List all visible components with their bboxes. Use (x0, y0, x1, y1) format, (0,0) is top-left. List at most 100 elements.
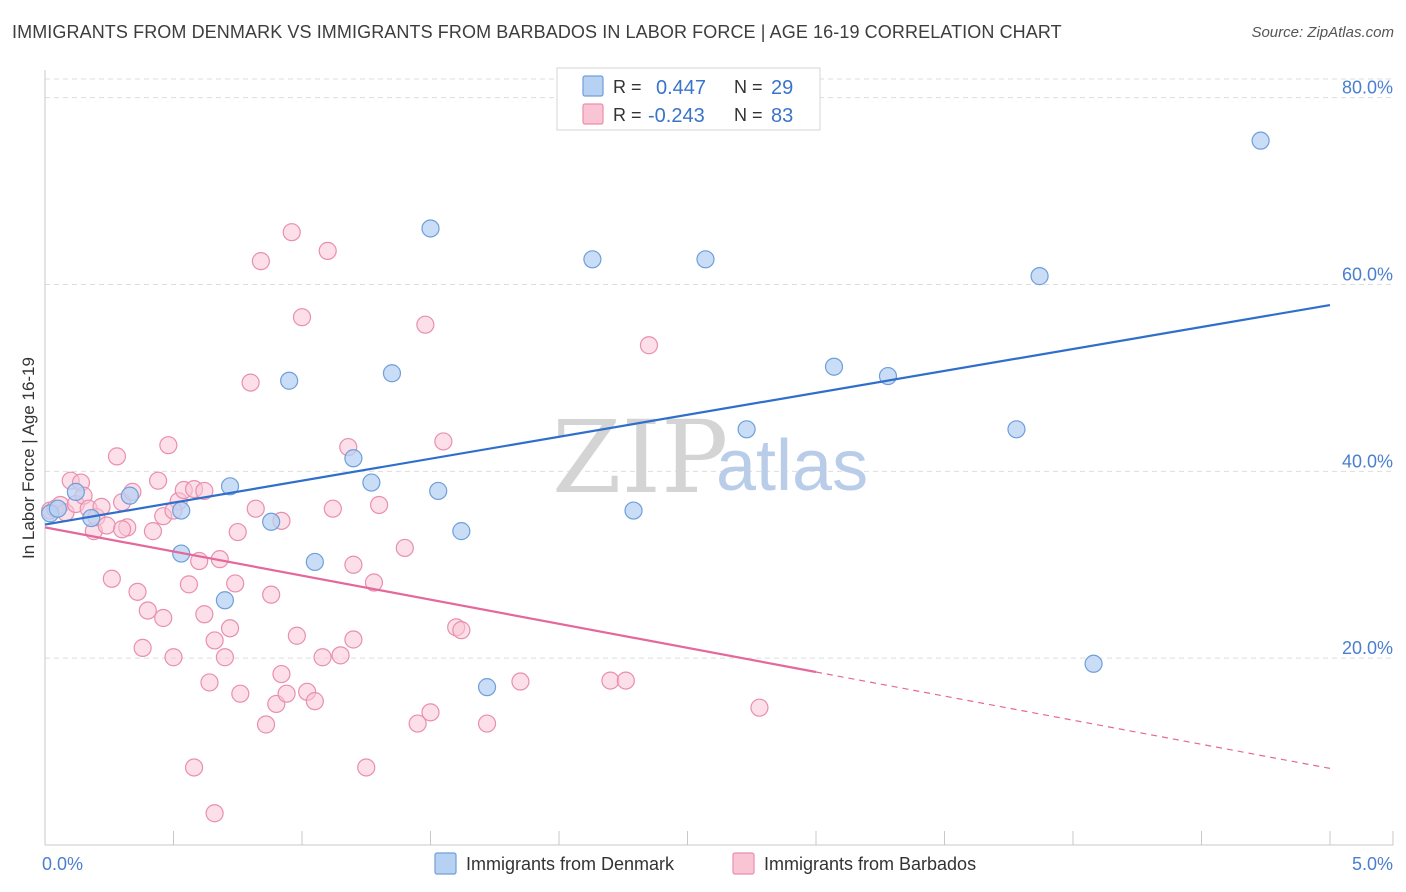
series-legend-swatch-denmark (434, 852, 457, 875)
barbados-point (112, 520, 132, 539)
denmark-point (824, 357, 844, 376)
grid-lines (45, 78, 1393, 659)
barbados-point (128, 582, 147, 601)
denmark-trend-line (44, 303, 1331, 526)
barbados-point (195, 605, 214, 624)
denmark-point (452, 522, 471, 541)
denmark-point (172, 501, 191, 520)
barbados-point (364, 573, 384, 592)
barbados-point (370, 495, 389, 515)
denmark-point (421, 219, 440, 238)
barbados-point (184, 758, 204, 777)
chart-title: IMMIGRANTS FROM DENMARK VS IMMIGRANTS FR… (12, 22, 1062, 42)
barbados-point (246, 499, 265, 518)
legend-r-value-denmark: 0.447 (656, 77, 706, 99)
denmark-point (1030, 267, 1049, 286)
denmark-points (41, 131, 1270, 697)
x-tick-label: 0.0% (42, 854, 83, 874)
legend-r-label-barbados: R = (613, 105, 642, 125)
correlation-legend: R = 0.447 N = 29 R = -0.243 N = 83 (556, 67, 821, 131)
denmark-point (1251, 131, 1270, 150)
barbados-point (200, 673, 219, 692)
series-legend-label-denmark: Immigrants from Denmark (466, 854, 675, 874)
series-legend-label-barbados: Immigrants from Barbados (764, 854, 976, 874)
barbados-point (282, 223, 301, 242)
barbados-points (41, 223, 769, 823)
denmark-point (120, 486, 139, 505)
legend-swatch-barbados (582, 103, 604, 125)
denmark-point (624, 501, 643, 520)
barbados-point (434, 432, 453, 451)
barbados-point (97, 516, 116, 535)
denmark-point (1084, 654, 1103, 673)
x-tick-labels: 0.0% 5.0% (42, 854, 1393, 874)
barbados-point (228, 522, 247, 542)
barbados-point (395, 538, 414, 558)
denmark-point (696, 250, 715, 269)
denmark-point (262, 512, 281, 531)
legend-n-value-barbados: 83 (771, 105, 793, 127)
denmark-point (362, 473, 381, 492)
barbados-point (452, 621, 471, 640)
barbados-point (226, 574, 245, 593)
barbados-point (102, 569, 121, 588)
legend-r-label-denmark: R = (613, 77, 642, 97)
barbados-point (357, 758, 376, 777)
barbados-trend-line (44, 526, 817, 674)
denmark-point (737, 420, 756, 439)
barbados-trend-line-extrapolated (815, 671, 1331, 769)
barbados-point (277, 684, 296, 703)
barbados-point (231, 684, 250, 703)
denmark-point (305, 552, 324, 572)
y-tick-label: 60.0% (1342, 265, 1393, 285)
denmark-point (583, 250, 602, 269)
barbados-point (287, 626, 306, 645)
x-tick-label: 5.0% (1352, 854, 1393, 874)
source-label: Source: ZipAtlas.com (1251, 24, 1394, 41)
barbados-point (305, 692, 324, 711)
denmark-point (429, 481, 448, 501)
x-tick-marks (44, 831, 1394, 845)
barbados-point (205, 804, 224, 823)
y-tick-label: 40.0% (1342, 451, 1393, 471)
series-legend: Immigrants from Denmark Immigrants from … (434, 852, 976, 875)
series-legend-swatch-barbados (732, 852, 755, 875)
barbados-point (133, 638, 152, 657)
watermark-zip: ZIP (552, 399, 728, 516)
barbados-point (639, 336, 659, 355)
denmark-point (66, 482, 85, 501)
barbados-point (323, 499, 342, 518)
barbados-point (215, 648, 234, 667)
watermark-atlas: atlas (716, 426, 868, 506)
axes (44, 70, 1393, 846)
barbados-point (164, 648, 183, 667)
denmark-point (48, 499, 67, 518)
barbados-point (511, 672, 530, 691)
denmark-point (1007, 420, 1026, 439)
barbados-point (318, 241, 337, 260)
barbados-point (138, 601, 157, 620)
barbados-point (143, 522, 163, 541)
barbados-point (154, 608, 173, 628)
barbados-point (477, 714, 497, 733)
y-tick-label: 80.0% (1342, 78, 1393, 98)
denmark-point (280, 371, 299, 390)
denmark-point (382, 364, 402, 383)
barbados-point (148, 471, 168, 490)
barbados-point (195, 481, 214, 501)
legend-n-label-barbados: N = (734, 105, 763, 125)
denmark-point (344, 449, 363, 468)
barbados-point (179, 575, 199, 594)
watermark: ZIP atlas (552, 399, 868, 516)
barbados-point (256, 715, 276, 734)
legend-r-value-barbados: -0.243 (648, 105, 705, 127)
y-tick-label: 20.0% (1342, 638, 1393, 658)
barbados-point (159, 436, 178, 455)
barbados-point (421, 703, 440, 722)
legend-n-value-denmark: 29 (771, 77, 793, 99)
trend-lines (44, 303, 1331, 769)
denmark-point (215, 591, 234, 610)
denmark-point (477, 678, 497, 697)
barbados-point (262, 585, 281, 604)
